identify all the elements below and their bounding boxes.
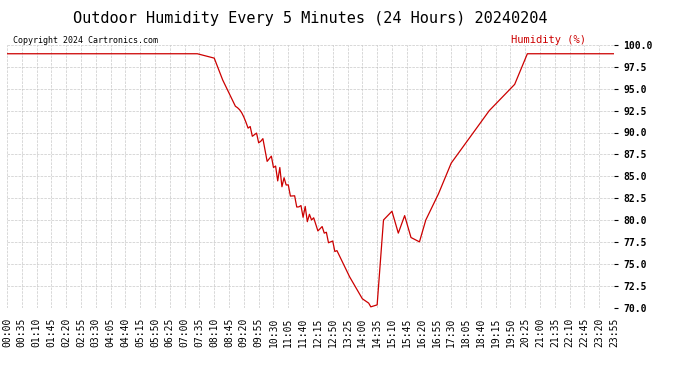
Text: Copyright 2024 Cartronics.com: Copyright 2024 Cartronics.com: [13, 36, 158, 45]
Text: Humidity (%): Humidity (%): [511, 35, 586, 45]
Text: Outdoor Humidity Every 5 Minutes (24 Hours) 20240204: Outdoor Humidity Every 5 Minutes (24 Hou…: [73, 11, 548, 26]
